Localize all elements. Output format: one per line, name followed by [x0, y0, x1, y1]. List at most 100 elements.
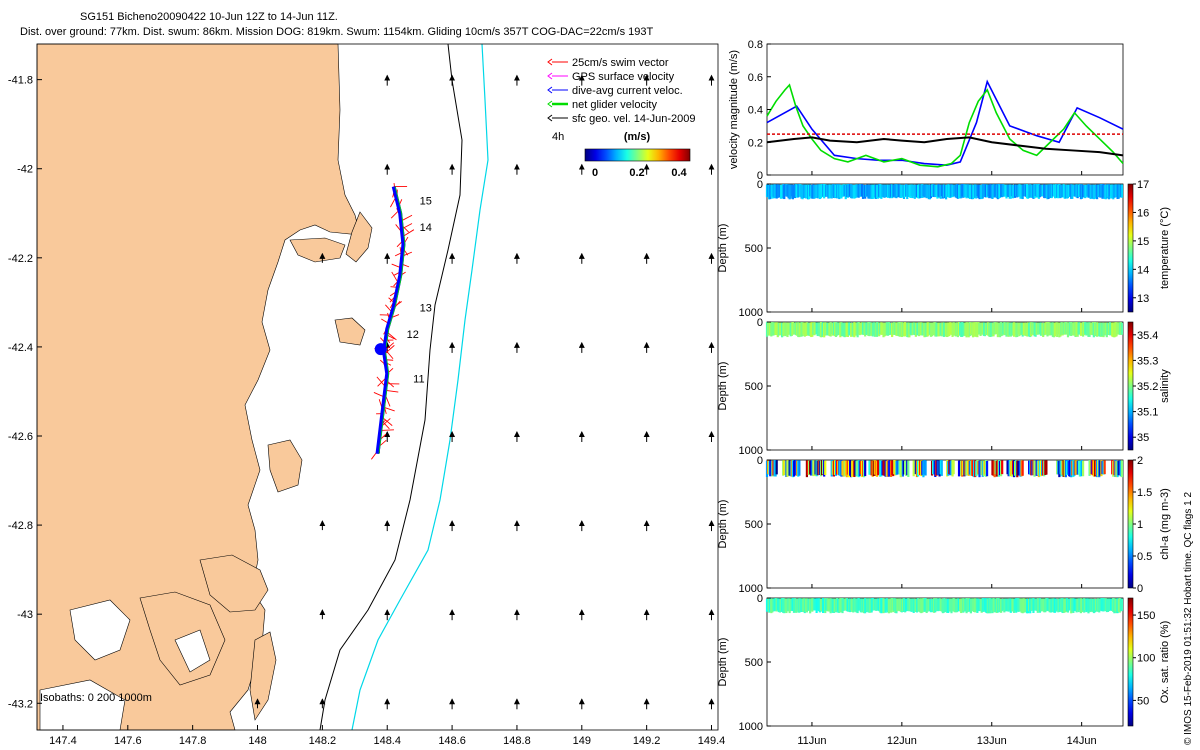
y-tick-label: -43 [17, 609, 33, 621]
land-mass [267, 439, 303, 493]
cbar-tick-label: 1 [1137, 519, 1143, 531]
colorbar-unit-label: (m/s) [624, 131, 651, 143]
x-tick-label: 147.6 [114, 735, 142, 747]
net-velocity-track [378, 186, 406, 454]
cbar-label: salinity [1159, 369, 1171, 403]
land-mass [334, 317, 366, 346]
depth-frame [766, 321, 1124, 451]
cbar-tick-label: 0 [1137, 583, 1143, 595]
isobath-1000 [351, 43, 489, 731]
legend-label: sfc geo. vel. 14-Jun-2009 [572, 113, 696, 125]
legend-label: dive-avg current veloc. [572, 85, 683, 97]
velocity-series-line [766, 136, 1124, 157]
velocity-series-line [766, 79, 1124, 166]
y-tick-label: 0.6 [748, 72, 763, 84]
y-axis-label: Depth (m) [717, 224, 729, 273]
depth-colorbar [1127, 321, 1134, 451]
y-axis-label: velocity magnitude (m/s) [728, 50, 740, 169]
colorbar-tick: 0 [592, 167, 598, 179]
depth-panel: 0 500 1000 Depth (m) 0 0.5 1 1.5 2 chl-a (mg m-3) [717, 455, 1171, 595]
glider-track [375, 186, 406, 455]
map-frame [36, 43, 719, 731]
y-tick-label: 0 [757, 593, 763, 605]
colorbar-tick: 0.2 [629, 167, 644, 179]
land-mass [249, 631, 277, 721]
y-tick-label: 1000 [739, 307, 763, 319]
map-colorbar [584, 148, 691, 162]
y-tick-label: 1000 [739, 583, 763, 595]
y-tick-label: -43.2 [8, 698, 33, 710]
map-plot: 15 14 13 12 11 25cm/s swim vector GPS surface … [8, 43, 726, 747]
legend-label: net glider velocity [572, 99, 657, 111]
y-axis-label: Depth (m) [717, 638, 729, 687]
y-tick-label: 0 [757, 179, 763, 191]
track-cluster [374, 343, 387, 356]
legend-arrowhead [547, 114, 553, 122]
day-label: 15 [420, 195, 432, 207]
y-tick-label: 0.8 [748, 39, 763, 51]
cbar-tick-label: 35 [1137, 432, 1149, 444]
x-tick-label: 149.4 [698, 735, 726, 747]
cbar-tick-label: 100 [1137, 653, 1155, 665]
cbar-tick-label: 0.5 [1137, 551, 1152, 563]
time-label: 4h [552, 131, 564, 143]
x-tick-label: 148 [248, 735, 266, 747]
cbar-tick-label: 35.4 [1137, 330, 1158, 342]
cbar-tick-label: 14 [1137, 264, 1149, 276]
depth-panel: 0 500 1000 Depth (m) 13 14 15 16 17 temperature (… [717, 179, 1171, 319]
map-legend: 25cm/s swim vector GPS surface velocity di… [547, 57, 696, 179]
y-tick-label: -42 [17, 164, 33, 176]
velocity-frame [766, 43, 1124, 176]
legend-arrowhead [547, 86, 553, 94]
x-tick-label: 148.8 [503, 735, 531, 747]
y-tick-label: 0 [757, 317, 763, 329]
day-label: 11 [413, 374, 424, 386]
water-inlet [69, 599, 131, 661]
time-tick-label: 11Jun [797, 735, 826, 747]
legend-arrowhead [547, 100, 553, 108]
day-label: 13 [420, 302, 432, 314]
cbar-tick-label: 13 [1137, 293, 1149, 305]
time-tick-label: 12Jun [887, 735, 917, 747]
y-tick-label: -42.4 [8, 342, 33, 354]
depth-panel: 0 500 1000 Depth (m) 35 35.1 35.2 35.3 35.4 salin… [717, 317, 1171, 457]
cbar-tick-label: 2 [1137, 455, 1143, 467]
y-tick-label: 0.2 [748, 137, 763, 149]
y-tick-label: 1000 [739, 445, 763, 457]
land-mass [199, 554, 269, 613]
depth-panel: 0 500 1000 Depth (m) 50 100 150 Ox. sat. ratio … [717, 593, 1171, 733]
cbar-tick-label: 35.2 [1137, 381, 1158, 393]
land-mass [289, 237, 346, 263]
x-tick-label: 149.2 [633, 735, 661, 747]
swim-vector [380, 429, 394, 431]
y-axis-label: Depth (m) [717, 500, 729, 549]
cbar-tick-label: 35.1 [1137, 407, 1158, 419]
velocity-panel: 0 0.2 0.4 0.6 0.8 velocity magnitude (m/s) [728, 39, 1124, 182]
cbar-label: Ox. sat. ratio (%) [1159, 621, 1171, 704]
x-tick-label: 149 [573, 735, 591, 747]
cbar-tick-label: 17 [1137, 179, 1149, 191]
cbar-tick-label: 35.3 [1137, 355, 1158, 367]
legend-arrowhead [547, 58, 553, 66]
water-inlet [39, 679, 126, 731]
velocity-series-line [766, 83, 1124, 168]
swim-vector [385, 389, 399, 393]
y-tick-label: 500 [745, 243, 763, 255]
isobath-200 [319, 43, 463, 731]
y-tick-label: -42.2 [8, 253, 33, 265]
y-tick-label: -41.8 [8, 75, 33, 87]
cbar-tick-label: 50 [1137, 695, 1149, 707]
y-tick-label: 1000 [739, 721, 763, 733]
cbar-tick-label: 1.5 [1137, 487, 1152, 499]
x-tick-label: 148.2 [309, 735, 337, 747]
cbar-tick-label: 16 [1137, 207, 1149, 219]
depth-frame [766, 183, 1124, 313]
depth-frame [766, 459, 1124, 589]
y-tick-label: 500 [745, 519, 763, 531]
cbar-label: chl-a (mg m-3) [1159, 488, 1171, 560]
land-mass [345, 211, 373, 263]
time-tick-label: 14Jun [1067, 735, 1097, 747]
y-tick-label: 0.4 [748, 105, 763, 117]
y-tick-label: 500 [745, 657, 763, 669]
